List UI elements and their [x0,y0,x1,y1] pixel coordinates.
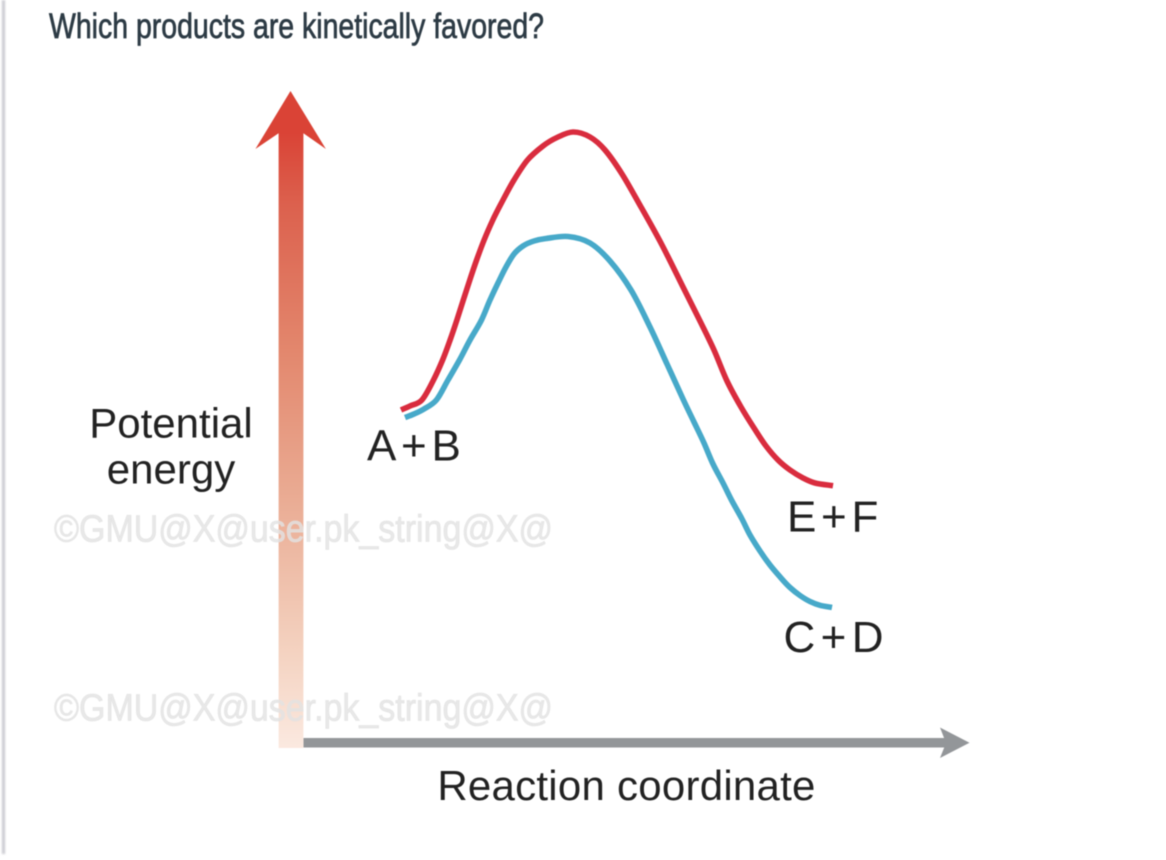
svg-text:C+D: C+D [784,613,889,662]
svg-text:Potential: Potential [89,400,252,447]
svg-text:energy: energy [107,446,235,493]
svg-text:E+F: E+F [787,493,883,542]
svg-text:Reaction coordinate: Reaction coordinate [437,762,815,809]
svg-text:Which products are kinetically: Which products are kinetically favored? [49,7,544,46]
svg-text:©GMU@X@user.pk_string@X@: ©GMU@X@user.pk_string@X@ [54,508,553,550]
svg-text:A+B: A+B [367,421,466,470]
svg-text:©GMU@X@user.pk_string@X@: ©GMU@X@user.pk_string@X@ [54,688,553,730]
